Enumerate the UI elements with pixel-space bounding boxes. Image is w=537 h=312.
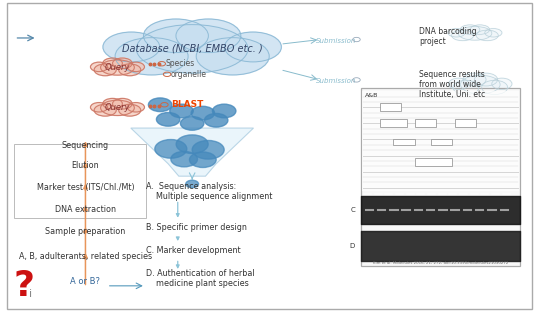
Ellipse shape (224, 32, 281, 62)
Ellipse shape (448, 78, 469, 90)
Text: A, B, adulterants, related species: A, B, adulterants, related species (19, 252, 152, 261)
Text: BLAST: BLAST (171, 100, 203, 109)
Ellipse shape (452, 30, 474, 41)
Ellipse shape (196, 38, 269, 75)
Text: Marker test (ITS/Chl./Mt): Marker test (ITS/Chl./Mt) (37, 183, 134, 192)
Text: Submission: Submission (316, 78, 357, 85)
FancyBboxPatch shape (415, 119, 436, 127)
Circle shape (170, 104, 193, 118)
FancyBboxPatch shape (7, 3, 532, 309)
Text: Sequencing: Sequencing (62, 141, 109, 150)
Text: D: D (350, 243, 355, 249)
Circle shape (190, 152, 216, 168)
Text: B. Specific primer design: B. Specific primer design (146, 223, 246, 232)
Circle shape (191, 106, 215, 120)
Ellipse shape (136, 25, 248, 73)
Ellipse shape (90, 62, 107, 72)
Ellipse shape (470, 25, 490, 34)
Ellipse shape (143, 19, 208, 52)
Text: Kim et al. Molecules 2016, 21, 272; doi:10.3390/molecules21030272: Kim et al. Molecules 2016, 21, 272; doi:… (373, 261, 509, 265)
Ellipse shape (115, 38, 188, 75)
Ellipse shape (475, 73, 498, 86)
Text: organelle: organelle (171, 70, 207, 79)
Circle shape (148, 98, 172, 112)
Circle shape (213, 104, 236, 118)
Ellipse shape (100, 100, 134, 115)
Ellipse shape (103, 58, 122, 69)
FancyBboxPatch shape (380, 119, 407, 127)
Ellipse shape (458, 27, 492, 40)
Ellipse shape (90, 103, 107, 112)
Text: C. Marker development: C. Marker development (146, 246, 241, 255)
FancyBboxPatch shape (362, 91, 519, 191)
Ellipse shape (482, 80, 507, 95)
Ellipse shape (113, 58, 132, 69)
Ellipse shape (103, 98, 122, 109)
Ellipse shape (127, 103, 144, 112)
Text: C: C (350, 207, 355, 213)
FancyBboxPatch shape (393, 139, 415, 145)
FancyBboxPatch shape (455, 119, 476, 127)
Text: i: i (30, 289, 33, 299)
Ellipse shape (119, 104, 141, 116)
Ellipse shape (119, 64, 141, 76)
Ellipse shape (103, 32, 159, 62)
Circle shape (171, 151, 198, 167)
Text: DNA extraction: DNA extraction (55, 205, 116, 214)
Text: Submission: Submission (316, 38, 357, 44)
Ellipse shape (460, 75, 500, 94)
Text: Database (NCBI, EMBO etc. ): Database (NCBI, EMBO etc. ) (122, 44, 263, 54)
Text: Query: Query (105, 63, 130, 72)
Text: Sample preparation: Sample preparation (45, 227, 126, 236)
Circle shape (186, 180, 199, 188)
Ellipse shape (94, 64, 116, 76)
Ellipse shape (448, 29, 465, 37)
Circle shape (205, 114, 228, 127)
Text: Query: Query (105, 103, 130, 112)
FancyBboxPatch shape (380, 103, 401, 111)
Ellipse shape (460, 25, 480, 34)
FancyBboxPatch shape (415, 158, 452, 166)
Text: D. Authentication of herbal
    medicine plant species: D. Authentication of herbal medicine pla… (146, 269, 255, 288)
Circle shape (176, 135, 208, 154)
Text: Sequence results
from world wide
Institute, Uni. etc: Sequence results from world wide Institu… (419, 70, 485, 100)
Text: ?: ? (13, 269, 34, 303)
Circle shape (156, 113, 180, 126)
Text: A&B: A&B (365, 93, 378, 98)
Text: A.  Sequence analysis:
    Multiple sequence alignment: A. Sequence analysis: Multiple sequence … (146, 182, 272, 202)
Ellipse shape (94, 104, 116, 116)
Ellipse shape (127, 62, 144, 72)
Ellipse shape (485, 29, 502, 37)
Ellipse shape (453, 80, 479, 95)
Ellipse shape (113, 98, 132, 109)
FancyBboxPatch shape (431, 139, 452, 145)
Ellipse shape (492, 78, 512, 90)
Ellipse shape (463, 73, 486, 86)
Polygon shape (131, 128, 253, 176)
Ellipse shape (476, 30, 498, 41)
Text: DNA barcoding
project: DNA barcoding project (419, 27, 476, 46)
Ellipse shape (176, 19, 241, 52)
FancyBboxPatch shape (361, 88, 520, 266)
Ellipse shape (100, 60, 134, 75)
Text: A or B?: A or B? (70, 277, 100, 286)
Circle shape (155, 139, 187, 158)
Text: Species: Species (165, 59, 195, 68)
Text: Elution: Elution (71, 161, 99, 170)
Circle shape (192, 140, 224, 159)
Circle shape (180, 117, 204, 130)
